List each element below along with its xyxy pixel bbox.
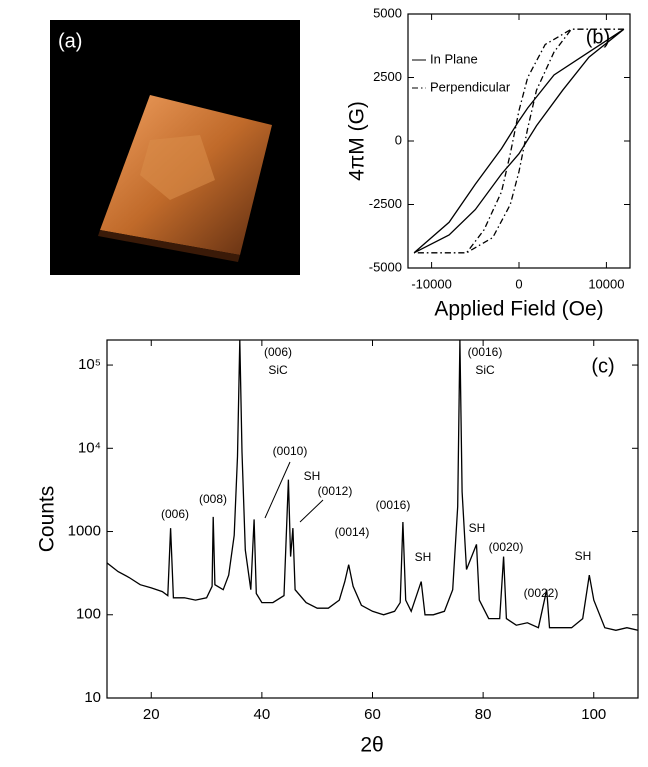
x-tick-label: 0 <box>515 276 522 291</box>
y-axis-title: 4πM (G) <box>346 101 369 181</box>
panel-label: (c) <box>591 355 614 377</box>
x-tick-label: -10000 <box>411 276 451 291</box>
peak-annotation: SH <box>304 469 321 483</box>
hysteresis-panel: -10000 0 10000 5000 2500 0 -2500 -5000 4πM (G) Ap… <box>346 5 631 321</box>
peak-annotation: SiC <box>268 363 288 377</box>
afm-edge <box>98 230 240 262</box>
x-tick-label: 60 <box>364 706 381 723</box>
y-tick-label: 2500 <box>373 69 402 84</box>
peak-annotation: (0014) <box>335 525 370 539</box>
y-axis-title: Counts <box>36 486 59 553</box>
y-tick-label: 10 <box>84 689 101 706</box>
peak-annotation: (0012) <box>318 484 353 498</box>
y-tick-label: 10⁴ <box>78 439 101 456</box>
peak-annotation: (0020) <box>489 540 524 554</box>
y-tick-label: 5000 <box>373 5 402 20</box>
xrd-panel: 20 40 60 80 100 10 100 1000 10⁴ 10⁵ Counts 2θ (c) (00… <box>36 339 639 757</box>
peak-annotation: (0016) <box>468 345 503 359</box>
legend-label: Perpendicular <box>430 79 511 94</box>
data-line <box>107 340 638 631</box>
peak-annotation: SH <box>575 549 592 563</box>
legend-label: In Plane <box>430 51 478 66</box>
peak-annotation: (0022) <box>524 586 559 600</box>
y-tick-label: -5000 <box>369 259 402 274</box>
y-tick-label: 1000 <box>68 522 101 539</box>
y-tick-label: 100 <box>76 606 101 623</box>
peak-annotation: (006) <box>161 507 189 521</box>
y-tick-label: 0 <box>395 132 402 147</box>
annotation-leader <box>264 461 291 519</box>
y-tick-label: 10⁵ <box>78 356 101 373</box>
panel-label: (a) <box>58 30 82 52</box>
peak-annotation: (006) <box>264 345 292 359</box>
x-axis-title: Applied Field (Oe) <box>434 298 603 321</box>
y-tick-label: -2500 <box>369 196 402 211</box>
data-line <box>414 28 624 254</box>
peak-annotation: SH <box>415 550 432 564</box>
peak-annotation: (0016) <box>376 498 411 512</box>
afm-image: (a) <box>50 20 300 275</box>
afm-grain <box>140 135 215 200</box>
peak-annotation: (008) <box>199 492 227 506</box>
x-tick-label: 40 <box>254 706 271 723</box>
x-tick-label: 100 <box>581 706 606 723</box>
x-axis-title: 2θ <box>360 734 383 757</box>
peak-annotation: (0010) <box>273 444 308 458</box>
annotation-leader <box>299 499 324 523</box>
peak-annotation: SiC <box>475 363 495 377</box>
x-tick-label: 80 <box>475 706 492 723</box>
x-tick-label: 20 <box>143 706 160 723</box>
peak-annotation: SH <box>469 521 486 535</box>
x-tick-label: 10000 <box>588 276 624 291</box>
